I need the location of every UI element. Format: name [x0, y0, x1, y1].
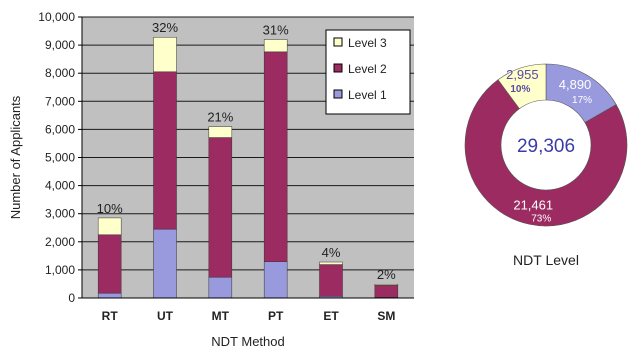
y-tick-label: 0 [68, 291, 75, 305]
legend-swatch [333, 37, 343, 47]
y-tick-label: 4,000 [45, 179, 75, 193]
x-tick-label: UT [157, 309, 174, 323]
bar-segment [263, 261, 288, 299]
bar-segment [263, 51, 288, 263]
slice-value-label: 4,890 [559, 77, 592, 92]
bar-segment [97, 292, 122, 299]
bar-segment [208, 137, 233, 278]
y-tick-label: 6,000 [45, 122, 75, 136]
bar-labels: 10% 32% 21% 31% 4% 2% [97, 20, 397, 282]
donut-title: NDT Level [513, 252, 579, 268]
y-tick-label: 2,000 [45, 235, 75, 249]
x-tick-label: PT [268, 309, 284, 323]
bar-segment [319, 264, 343, 297]
bar-segment [374, 283, 399, 286]
bar-segment [208, 276, 233, 299]
bar-segment [97, 217, 122, 236]
slice-value-label: 21,461 [513, 198, 553, 213]
bar-segment [153, 228, 177, 299]
donut-slice [497, 63, 547, 110]
legend-label: Level 2 [348, 62, 387, 76]
y-tick-label: 3,000 [45, 207, 75, 221]
donut-slice [464, 79, 628, 227]
x-axis-title: NDT Method [211, 334, 284, 349]
x-tick-label: ET [323, 309, 339, 323]
bar-segment [208, 126, 233, 138]
bars [97, 36, 399, 299]
y-tick-label: 7,000 [45, 94, 75, 108]
y-tick-label: 1,000 [45, 263, 75, 277]
bar-percent-label: 2% [377, 267, 396, 282]
x-axis: RT UT MT PT ET SM [82, 297, 414, 323]
y-axis-title: Number of Applicants [8, 95, 23, 219]
donut-center-total: 29,306 [517, 136, 575, 157]
bar-percent-label: 32% [152, 20, 178, 35]
legend-label: Level 1 [348, 88, 387, 102]
y-tick-label: 5,000 [45, 151, 75, 165]
slice-value-label: 2,955 [506, 67, 539, 82]
bar-percent-label: 21% [207, 110, 233, 125]
bar-percent-label: 10% [97, 201, 123, 216]
x-tick-label: MT [212, 309, 230, 323]
legend-swatch [333, 89, 343, 99]
bar-segment [374, 285, 399, 298]
legend-swatch [333, 63, 343, 73]
bar-percent-label: 31% [263, 22, 289, 37]
bar-segment [319, 261, 343, 265]
y-axis: 0 1,000 2,000 3,000 4,000 5,000 6,000 7,000 8,00… [38, 10, 83, 305]
x-tick-label: SM [377, 309, 395, 323]
slice-percent-label: 10% [510, 84, 530, 95]
y-tick-label: 10,000 [38, 10, 75, 24]
y-tick-label: 8,000 [45, 66, 75, 80]
legend-label: Level 3 [348, 36, 387, 50]
bar-segment [153, 36, 177, 73]
bar-segment [97, 234, 122, 294]
bar-segment [263, 39, 288, 53]
legend: Level 3 Level 2 Level 1 [325, 29, 411, 115]
slice-percent-label: 17% [572, 95, 592, 106]
bar-percent-label: 4% [322, 245, 341, 260]
bar-segment [153, 71, 177, 230]
slice-percent-label: 73% [531, 214, 551, 225]
y-tick-label: 9,000 [45, 38, 75, 52]
x-tick-label: RT [102, 309, 119, 323]
